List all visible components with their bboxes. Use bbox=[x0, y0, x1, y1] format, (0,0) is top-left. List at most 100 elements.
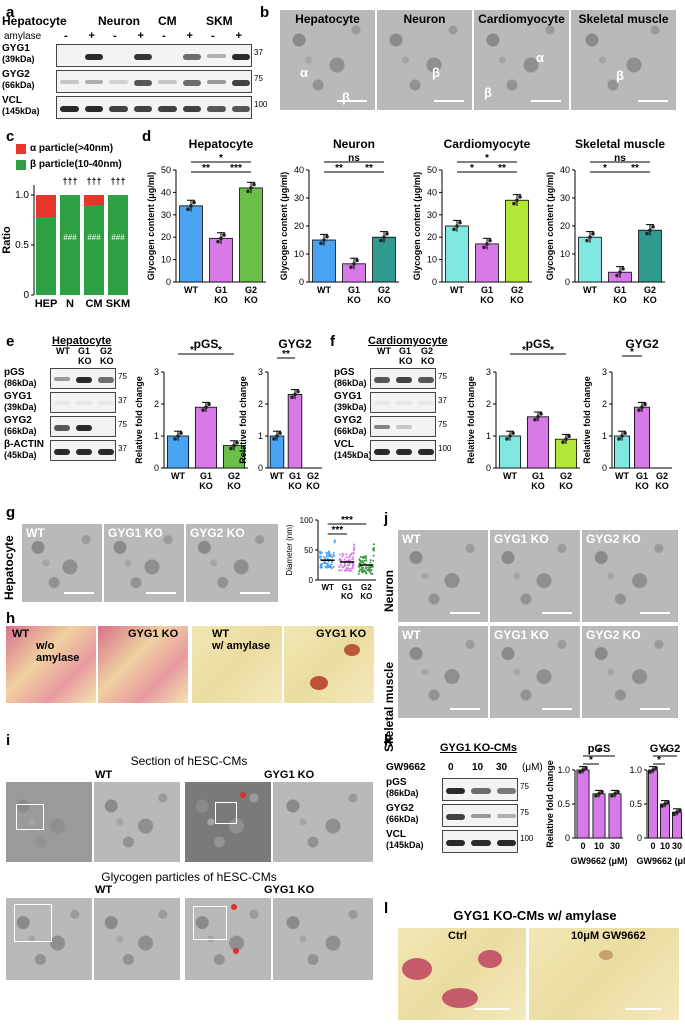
blot-row-label: GYG1 bbox=[2, 43, 30, 54]
b-title-hepatocyte: Hepatocyte bbox=[295, 12, 360, 26]
scatter-point bbox=[371, 572, 374, 575]
g-scale-bar bbox=[64, 592, 94, 594]
blot-strip bbox=[370, 440, 436, 461]
blot-row-kda: (66kDa) bbox=[386, 814, 419, 824]
data-point bbox=[660, 804, 664, 808]
x-tick-label: KO bbox=[214, 295, 228, 305]
data-point bbox=[382, 235, 386, 239]
scatter-point bbox=[332, 566, 335, 569]
sig-label: * bbox=[663, 747, 667, 758]
blot-band bbox=[231, 79, 250, 86]
blot-band bbox=[418, 448, 434, 455]
blot-row-label: pGS bbox=[386, 777, 407, 788]
scatter-point bbox=[329, 553, 332, 556]
blot-band bbox=[207, 105, 226, 112]
scatter-point bbox=[353, 546, 356, 549]
y-tick-label: 100 bbox=[300, 516, 314, 525]
scatter-point bbox=[320, 564, 323, 567]
data-point bbox=[578, 770, 582, 774]
j-scale-bar bbox=[542, 708, 572, 710]
i-ko-label-2: GYG1 KO bbox=[264, 884, 315, 896]
bar bbox=[608, 793, 622, 839]
blot-band bbox=[84, 105, 103, 112]
j-em-skm-gyg2: GYG2 KO bbox=[582, 626, 678, 718]
data-point bbox=[232, 443, 236, 448]
sig-label: * bbox=[485, 153, 489, 164]
blot-mw-marker: 37 bbox=[118, 396, 127, 405]
scatter-point bbox=[325, 556, 328, 559]
l-caption-ctrl: Ctrl bbox=[448, 930, 467, 942]
j-scale-bar bbox=[450, 612, 480, 614]
data-point bbox=[189, 204, 193, 208]
data-point bbox=[567, 434, 571, 439]
g-em-wt: WT bbox=[22, 524, 102, 602]
x-tick-label: KO bbox=[377, 295, 391, 305]
blot-band bbox=[182, 79, 201, 86]
data-point bbox=[623, 431, 627, 435]
x-tick-label: KO bbox=[655, 481, 669, 491]
scatter-point bbox=[368, 569, 371, 572]
blot-band bbox=[76, 376, 92, 383]
scatter-point bbox=[330, 566, 333, 569]
blot-strip bbox=[56, 44, 252, 67]
x-tick-label: WT bbox=[615, 471, 629, 481]
scatter-point bbox=[330, 555, 333, 558]
scatter-point bbox=[372, 554, 375, 557]
y-tick-label: 40 bbox=[427, 187, 437, 197]
b-hep-alpha: α bbox=[300, 65, 308, 80]
bar-alpha bbox=[84, 195, 104, 205]
chart-title: GYG2 bbox=[278, 337, 312, 351]
k-unit: (μM) bbox=[522, 762, 543, 773]
scatter-point bbox=[352, 549, 355, 552]
i-ko-label: GYG1 KO bbox=[264, 769, 315, 781]
scatter-point bbox=[328, 564, 331, 567]
b-em-neuron: Neuron β bbox=[377, 10, 472, 110]
scatter-point bbox=[319, 555, 322, 558]
data-point bbox=[511, 431, 515, 435]
data-point bbox=[252, 182, 256, 187]
blot-row-label: pGS bbox=[4, 367, 25, 378]
y-tick-label: 1 bbox=[486, 431, 491, 441]
h-wt-noamylase: WT w/o amylase bbox=[6, 626, 96, 703]
bar bbox=[179, 205, 203, 283]
x-tick-label: 0 bbox=[650, 841, 655, 851]
data-point bbox=[355, 258, 359, 263]
data-point bbox=[515, 198, 519, 203]
data-point bbox=[207, 402, 211, 407]
chart-title: GYG2 bbox=[650, 743, 681, 755]
x-axis-label: GW9662 (μM) bbox=[636, 856, 685, 866]
l-gw-image: 10μM GW9662 bbox=[529, 928, 679, 1020]
i-inset-box bbox=[16, 804, 44, 830]
j-em-skm-gyg1: GYG1 KO bbox=[490, 626, 580, 718]
b-scale-bar bbox=[434, 100, 464, 102]
scatter-point bbox=[362, 555, 365, 558]
f-lane-label: G2 bbox=[421, 346, 434, 356]
y-axis-label: Glycogen content (μg/ml) bbox=[545, 172, 555, 281]
h-gyg1-noamylase: GYG1 KO bbox=[98, 626, 188, 703]
data-point bbox=[379, 238, 383, 243]
scatter-point bbox=[319, 566, 322, 569]
y-axis-label: Diameter (nm) bbox=[285, 524, 294, 575]
bar-beta bbox=[108, 195, 128, 295]
blot-band bbox=[158, 105, 177, 112]
blot-band bbox=[446, 813, 466, 820]
x-tick-label: G1 bbox=[481, 285, 493, 295]
blot-row-kda: (145kDa) bbox=[386, 840, 424, 850]
c-legend-beta: β particle(10-40nm) bbox=[30, 159, 122, 170]
i-section-wt-zoom bbox=[94, 782, 180, 862]
y-axis-label: Relative fold change bbox=[545, 760, 555, 848]
blot-band bbox=[418, 376, 434, 383]
b-em-hepatocyte: Hepatocyte α β bbox=[280, 10, 375, 110]
b-hep-beta: β bbox=[342, 90, 350, 105]
l-deposit bbox=[402, 958, 432, 980]
data-point bbox=[666, 800, 670, 804]
j-scale-bar bbox=[640, 708, 670, 710]
l-title: GYG1 KO-CMs w/ amylase bbox=[453, 908, 617, 923]
y-tick-label: 1 bbox=[258, 431, 263, 441]
h-title-wt-2: WT bbox=[212, 628, 230, 640]
chart-title: pGS bbox=[588, 743, 611, 755]
blot-row-kda: (39kDa) bbox=[4, 402, 37, 412]
c-legend-alpha-swatch bbox=[16, 144, 26, 154]
i-section-ko bbox=[185, 782, 271, 862]
blot-band bbox=[76, 400, 92, 405]
